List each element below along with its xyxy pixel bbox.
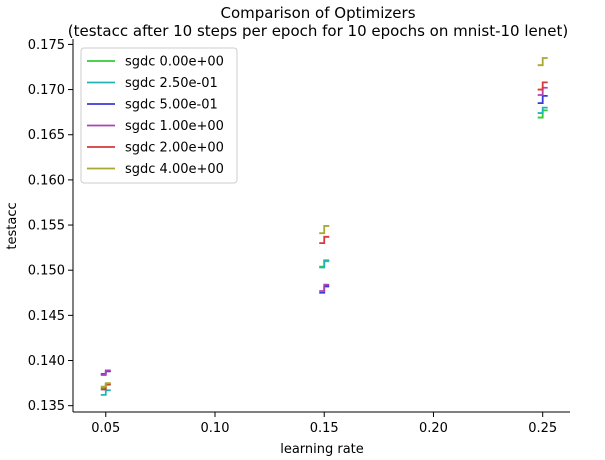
legend-box: [80, 47, 238, 184]
y-tick-label: 0.170: [28, 83, 65, 98]
series-5-point-2: [537, 57, 548, 67]
x-ticks: 0.05 0.10 0.15 0.20 0.25: [91, 412, 557, 436]
series-4-point-1: [319, 235, 330, 245]
x-tick-label: 0.05: [91, 421, 120, 436]
legend-entry: sgdc 4.00e+00: [125, 162, 224, 177]
series-0-point-2: [537, 109, 548, 119]
data-marks: [100, 57, 548, 396]
y-tick-label: 0.165: [28, 128, 65, 143]
chart-subtitle: (testacc after 10 steps per epoch for 10…: [68, 22, 568, 40]
series-3-point-1: [319, 283, 330, 292]
x-axis-label: learning rate: [280, 442, 364, 457]
x-tick-label: 0.10: [201, 421, 230, 436]
y-tick-label: 0.135: [28, 399, 65, 414]
y-tick-label: 0.145: [28, 309, 65, 324]
legend-entry: sgdc 2.50e-01: [125, 76, 218, 91]
chart-title: Comparison of Optimizers: [220, 4, 415, 22]
y-tick-label: 0.140: [28, 354, 65, 369]
series-2-point-2: [537, 94, 548, 105]
x-tick-label: 0.25: [528, 421, 557, 436]
series-3-point-0: [100, 369, 111, 376]
y-tick-label: 0.155: [28, 219, 65, 234]
series-1-point-2: [537, 106, 548, 114]
x-tick-label: 0.20: [419, 421, 448, 436]
y-ticks: 0.135 0.140 0.145 0.150 0.155 0.160 0.165 0.170…: [28, 38, 73, 414]
series-5-point-1: [319, 225, 330, 235]
y-tick-label: 0.160: [28, 173, 65, 188]
series-1-point-1: [319, 259, 330, 269]
y-tick-label: 0.175: [28, 38, 65, 53]
legend-entry: sgdc 5.00e-01: [125, 98, 218, 113]
x-tick-label: 0.15: [310, 421, 339, 436]
legend-entry: sgdc 0.00e+00: [125, 55, 224, 70]
series-3-point-2: [537, 86, 548, 96]
series-5-point-0: [100, 382, 111, 388]
legend-entry: sgdc 1.00e+00: [125, 119, 224, 134]
series-4-point-2: [537, 81, 548, 91]
legend: sgdc 0.00e+00 sgdc 2.50e-01 sgdc 5.00e-01 s…: [80, 47, 238, 184]
series-1-point-0: [100, 389, 111, 396]
y-tick-label: 0.150: [28, 264, 65, 279]
legend-entry: sgdc 2.00e+00: [125, 141, 224, 156]
y-axis-label: testacc: [5, 202, 20, 249]
